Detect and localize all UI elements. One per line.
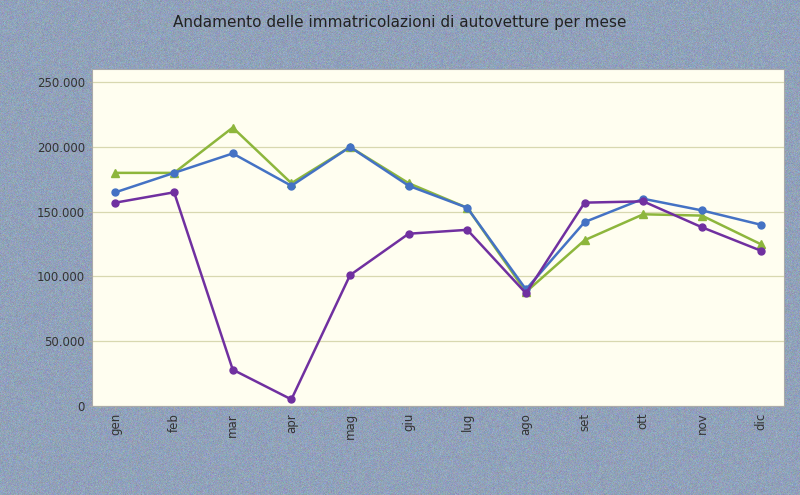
Line: 2020: 2020	[112, 189, 764, 403]
Line: 2019: 2019	[112, 144, 764, 293]
2020	[346, 272, 355, 278]
2020	[697, 224, 706, 230]
2018	[228, 125, 238, 131]
2020	[286, 396, 296, 402]
2020	[521, 290, 530, 296]
2019	[521, 287, 530, 293]
2018	[580, 237, 590, 243]
2020	[228, 367, 238, 373]
2020	[580, 199, 590, 205]
2019	[462, 205, 472, 211]
2018	[756, 241, 766, 247]
2020	[404, 231, 414, 237]
2019	[756, 222, 766, 228]
2020	[756, 248, 766, 253]
2019	[346, 144, 355, 150]
2018	[462, 205, 472, 211]
2019	[286, 183, 296, 189]
2018	[404, 180, 414, 186]
2019	[170, 170, 179, 176]
2018	[286, 180, 296, 186]
2019	[697, 207, 706, 213]
2019	[404, 183, 414, 189]
2018	[170, 170, 179, 176]
2020	[170, 189, 179, 195]
Text: Andamento delle immatricolazioni di autovetture per mese: Andamento delle immatricolazioni di auto…	[174, 15, 626, 30]
2019	[638, 196, 648, 202]
2018	[110, 170, 120, 176]
2019	[580, 219, 590, 225]
2018	[638, 211, 648, 217]
2020	[110, 199, 120, 205]
2019	[228, 150, 238, 156]
2018	[697, 213, 706, 219]
2018	[521, 289, 530, 295]
2020	[462, 227, 472, 233]
2018	[346, 144, 355, 150]
Line: 2018: 2018	[111, 123, 765, 296]
2019	[110, 189, 120, 195]
2020	[638, 198, 648, 204]
